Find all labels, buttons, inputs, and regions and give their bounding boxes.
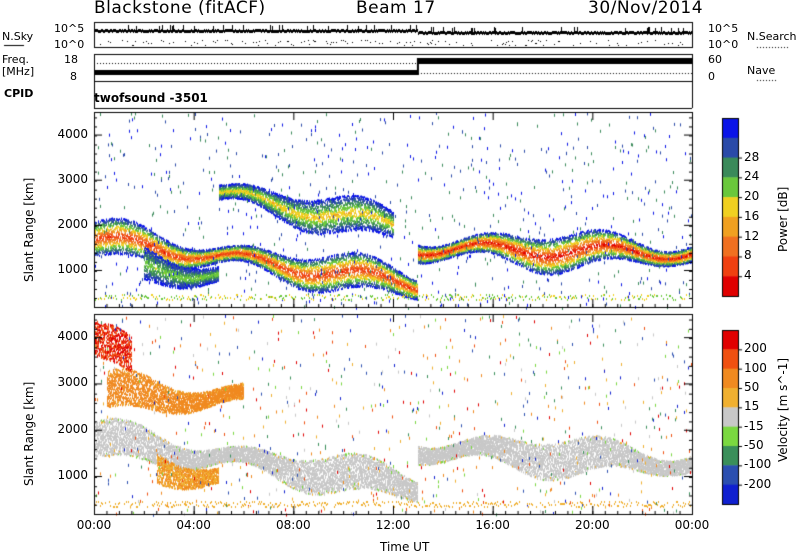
y-tick-label: 2000 [57, 421, 88, 436]
power-tick-label: 16 [744, 208, 760, 223]
x-tick-label: 16:00 [475, 518, 510, 532]
freq-tick-low: 8 [70, 70, 77, 83]
velocity-tick-label: -200 [744, 476, 772, 491]
cpid-value: twofsound -3501 [94, 91, 208, 105]
x-tick-label: 04:00 [176, 518, 211, 532]
noise-tick-right-low: 10^0 [708, 38, 739, 51]
nsky-label: N.Sky [2, 30, 34, 43]
noise-tick-right-high: 10^5 [708, 22, 739, 35]
y-tick-label: 3000 [57, 375, 88, 390]
velocity-tick-label: -50 [744, 438, 764, 452]
x-tick-label: 00:00 [76, 518, 112, 532]
velocity-tick-label: 15 [744, 399, 760, 414]
velocity-tick-label: 50 [744, 380, 760, 394]
x-tick-label: 12:00 [375, 518, 411, 532]
date-title: 30/Nov/2014 [588, 0, 704, 18]
y-tick-label: 3000 [57, 171, 88, 186]
x-tick-label: 08:00 [276, 518, 311, 532]
freq-unit-label: [MHz] [2, 65, 35, 78]
x-tick-label: 20:00 [575, 518, 610, 532]
power-tick-label: 8 [744, 248, 752, 263]
x-axis-label: Time UT [380, 540, 430, 554]
y-tick-label: 1000 [57, 261, 88, 276]
velocity-tick-label: -100 [744, 457, 772, 472]
power-tick-label: 20 [744, 189, 760, 204]
y-axis-label: Slant Range [km] [22, 177, 36, 282]
freq-label: Freq. [2, 53, 30, 66]
nave-label: Nave [747, 64, 776, 77]
velocity-colorbar-label: Velocity [m s^-1] [776, 357, 790, 462]
power-tick-label: 4 [744, 268, 752, 283]
power-tick-label: 24 [744, 169, 760, 184]
cpid-label: CPID [4, 87, 34, 100]
nave-tick-high: 60 [708, 53, 722, 66]
y-tick-label: 4000 [57, 329, 88, 344]
y-tick-label: 4000 [57, 126, 88, 141]
noise-tick-left-high: 10^5 [54, 22, 85, 35]
power-tick-label: 28 [744, 149, 760, 164]
power-tick-label: 12 [744, 228, 760, 243]
y-tick-label: 2000 [57, 216, 88, 231]
freq-tick-high: 18 [64, 53, 78, 66]
x-tick-label: 00:00 [674, 518, 710, 532]
y-axis-label: Slant Range [km] [22, 381, 36, 486]
beam-title: Beam 17 [356, 0, 436, 18]
velocity-tick-label: 100 [744, 360, 767, 375]
y-tick-label: 1000 [57, 468, 88, 483]
velocity-tick-label: -15 [744, 418, 764, 433]
noise-tick-left-low: 10^0 [54, 38, 85, 51]
station-title: Blackstone (fitACF) [94, 0, 266, 18]
nsearch-label: N.Search [747, 30, 797, 43]
nave-tick-low: 0 [708, 70, 715, 83]
power-colorbar-label: Power [dB] [776, 186, 790, 252]
velocity-tick-label: 200 [744, 341, 767, 356]
